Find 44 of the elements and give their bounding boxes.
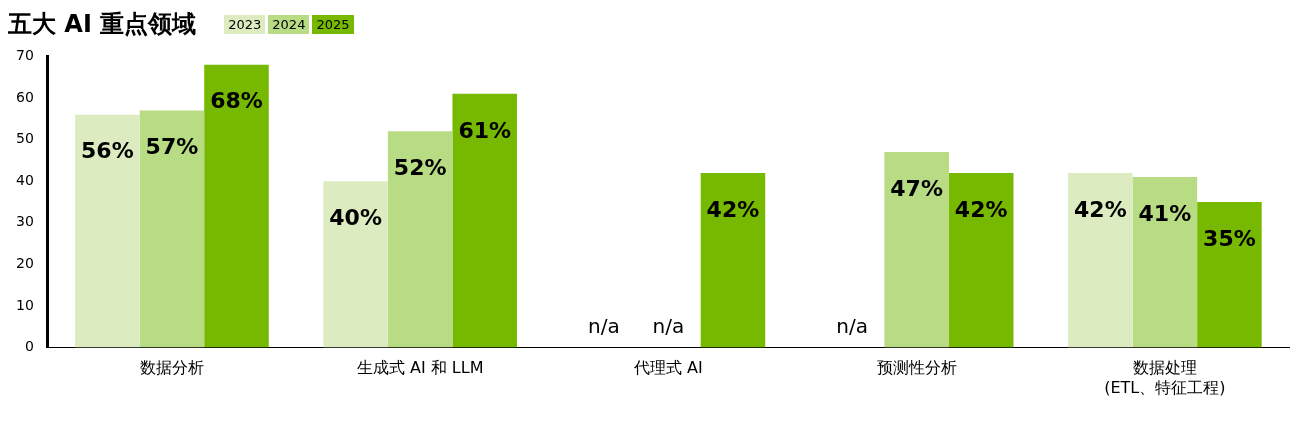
data-label: 40% xyxy=(329,204,382,230)
y-tick-label: 60 xyxy=(15,88,34,105)
x-tick-label: 数据处理 (ETL、特征工程) xyxy=(1104,358,1226,397)
data-label: 68% xyxy=(210,88,263,114)
data-label: 42% xyxy=(1074,196,1127,222)
x-tick-label: 数据分析 xyxy=(139,358,204,378)
bar xyxy=(700,172,766,348)
data-label: 61% xyxy=(458,117,512,143)
text: n/a xyxy=(588,313,620,338)
bar xyxy=(323,181,388,348)
text: n/a xyxy=(652,313,685,338)
bar xyxy=(1132,177,1198,348)
bar xyxy=(1197,202,1262,348)
text: 2025 xyxy=(312,14,354,34)
bar xyxy=(139,110,205,348)
data-label: 47% xyxy=(890,175,943,201)
y-tick-label: 20 xyxy=(15,255,34,272)
text: n/a xyxy=(836,313,868,338)
bar xyxy=(204,64,269,348)
chart-title: 五大 AI 重点领域 xyxy=(8,9,197,40)
data-label: 35% xyxy=(1203,225,1256,251)
y-tick-label: 70 xyxy=(15,47,34,64)
text: 2023 xyxy=(224,14,266,34)
y-tick-label: 40 xyxy=(15,171,34,188)
y-tick-label: 10 xyxy=(15,296,34,313)
x-tick-label: 代理式 AI xyxy=(633,358,703,378)
x-tick-label: 生成式 AI 和 LLM xyxy=(356,358,484,378)
text: 2024 xyxy=(268,14,310,34)
bar xyxy=(387,131,453,348)
y-tick-label: 30 xyxy=(15,213,34,230)
data-label: 42% xyxy=(954,196,1008,222)
bar xyxy=(948,172,1014,348)
bar xyxy=(884,152,949,348)
bar xyxy=(75,114,140,348)
data-label: 41% xyxy=(1138,200,1192,226)
data-label: 56% xyxy=(81,138,134,164)
data-label: 57% xyxy=(145,134,199,160)
y-tick-label: 0 xyxy=(24,338,34,355)
x-tick-label: 预测性分析 xyxy=(876,358,957,378)
y-tick-label: 50 xyxy=(15,130,34,147)
data-label: 42% xyxy=(706,196,760,222)
bar xyxy=(452,93,517,348)
bar xyxy=(1068,172,1133,348)
data-label: 52% xyxy=(393,155,447,180)
